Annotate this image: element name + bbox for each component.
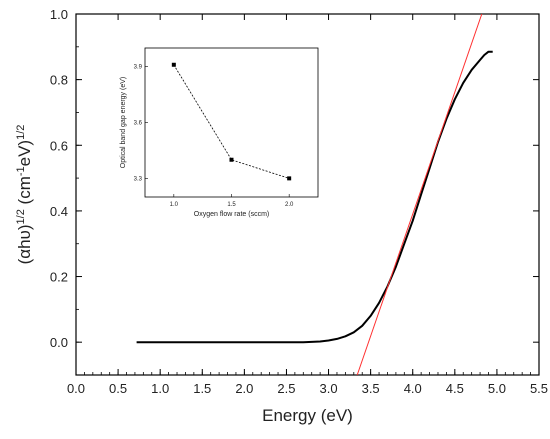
inset-x-axis-title: Oxygen flow rate (sccm)	[194, 211, 269, 218]
x-tick-label: 1.0	[151, 381, 169, 396]
inset-y-tick-label: 3.9	[134, 65, 143, 71]
x-tick-label: 0.5	[109, 381, 127, 396]
plot-frame	[75, 13, 540, 376]
y-axis-title-part: αhυ	[15, 230, 34, 259]
x-tick-label: 4.0	[404, 381, 422, 396]
y-axis-title-sup: -1	[15, 166, 27, 176]
inset-point	[287, 176, 292, 181]
inset-line	[173, 64, 290, 179]
inset-x-tick-label: 1.5	[227, 202, 236, 208]
y-tick-label: 0.0	[50, 335, 68, 350]
inset-y-axis-title: Optical band gap energy (eV)	[120, 77, 127, 168]
y-axis-title-group: (αhυ)1/2 (cm-1eV)1/2	[15, 125, 34, 265]
y-tick-label: 0.8	[50, 73, 68, 88]
y-axis-title-sup: 1/2	[15, 209, 27, 224]
y-axis-title-part: (	[15, 258, 34, 264]
y-axis-title-part: (cm	[15, 176, 34, 209]
inset-point	[171, 62, 176, 67]
x-tick-label: 0.0	[67, 381, 85, 396]
x-axis-title: Energy (eV)	[262, 406, 353, 425]
x-tick-label: 1.5	[193, 381, 211, 396]
x-tick-label: 5.5	[530, 381, 548, 396]
y-tick-label: 0.2	[50, 270, 68, 285]
x-tick-label: 2.0	[235, 381, 253, 396]
inset-y-title-group: Optical band gap energy (eV)	[120, 77, 127, 168]
x-tick-label: 4.5	[446, 381, 464, 396]
inset-frame	[144, 47, 319, 198]
y-tick-label: 0.4	[50, 204, 68, 219]
y-axis-title-part: eV)	[15, 140, 34, 166]
y-axis-title-sup: 1/2	[15, 125, 27, 140]
y-tick-label: 1.0	[50, 7, 68, 22]
inset-x-tick-label: 1.0	[170, 202, 179, 208]
x-tick-label: 3.0	[320, 381, 338, 396]
inset-point	[229, 157, 234, 162]
x-tick-label: 5.0	[488, 381, 506, 396]
linear-fit-line	[356, 14, 483, 375]
inset-y-tick-label: 3.6	[134, 121, 143, 127]
inset-x-tick-label: 2.0	[285, 202, 294, 208]
y-tick-label: 0.6	[50, 138, 68, 153]
y-axis-title: (αhυ)1/2 (cm-1eV)1/2	[15, 125, 34, 265]
inset-y-tick-label: 3.3	[134, 176, 143, 182]
x-tick-label: 3.5	[362, 381, 380, 396]
y-axis-title-part: )	[15, 224, 34, 230]
x-tick-label: 2.5	[277, 381, 295, 396]
